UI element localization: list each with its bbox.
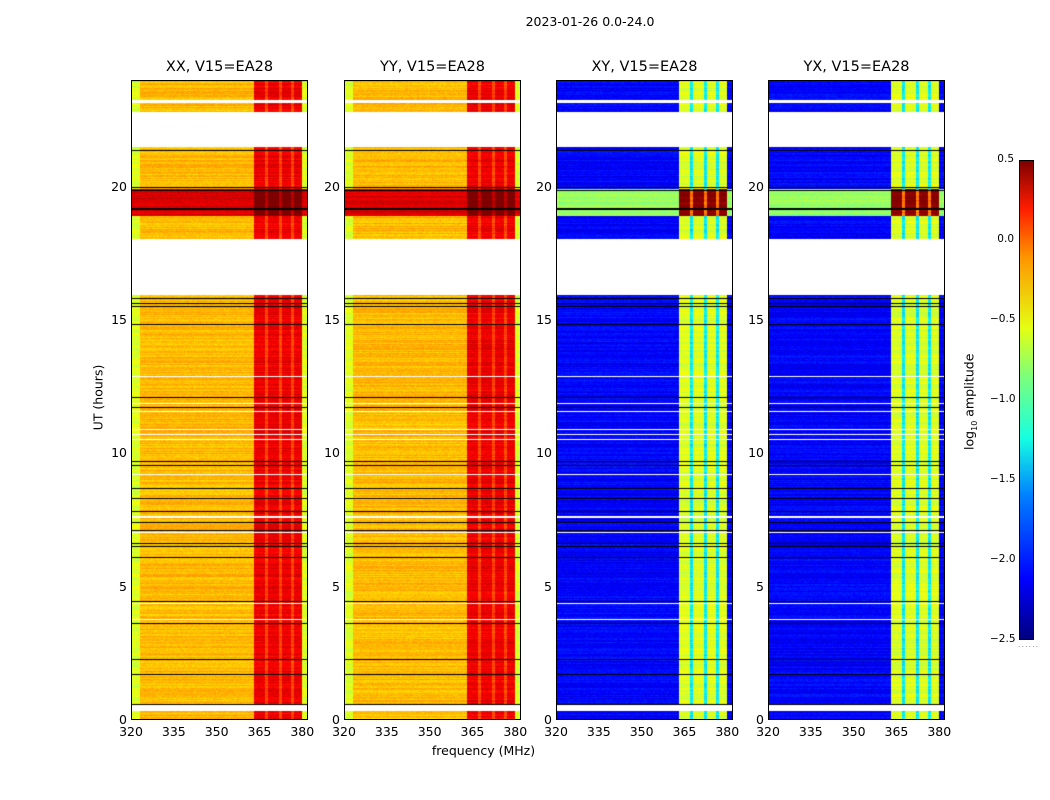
heatmap-canvas	[768, 80, 945, 720]
y-tick-label: 20	[536, 178, 552, 194]
figure-title: 2023-01-26 0.0-24.0	[525, 14, 655, 29]
y-tick-label: 20	[324, 178, 340, 194]
x-tick-label: 320	[332, 724, 356, 739]
y-tick-label: 10	[324, 445, 340, 461]
panel-title-xx: XX, V15=EA28	[165, 59, 274, 75]
y-tick-label: 15	[536, 312, 552, 327]
y-tick-label: 10	[111, 445, 127, 461]
y-axis-label: UT (hours)	[90, 364, 106, 431]
y-tick-label: 15	[111, 312, 127, 327]
panel-title-yy: YY, V15=EA28	[380, 59, 485, 75]
heatmap-panel-yx	[768, 80, 945, 720]
x-tick-label: 380	[715, 724, 740, 739]
x-tick-label: 350	[841, 724, 866, 739]
panel-title-xy: XY, V15=EA28	[591, 59, 698, 75]
x-tick-label: 320	[544, 724, 568, 739]
colorbar-tick-label: 0.5	[997, 153, 1014, 165]
x-tick-label: 350	[417, 724, 442, 739]
x-tick-label: 320	[119, 724, 143, 739]
y-tick-label: 10	[748, 445, 764, 461]
x-axis-label: frequency (MHz)	[431, 743, 536, 758]
colorbar	[1019, 160, 1034, 640]
x-tick-label: 365	[884, 724, 909, 739]
colorbar-tick-label: −1.0	[990, 393, 1016, 405]
x-tick-label: 365	[672, 724, 697, 739]
x-tick-label: 365	[460, 724, 485, 739]
heatmap-canvas	[131, 80, 308, 720]
x-tick-label: 320	[756, 724, 780, 739]
heatmap-panel-yy	[344, 80, 521, 720]
y-tick-label: 0	[756, 712, 764, 727]
y-tick-label: 0	[544, 712, 552, 727]
y-tick-label: 20	[111, 178, 127, 194]
y-tick-label: 5	[332, 578, 340, 594]
x-tick-label: 335	[586, 724, 611, 739]
y-tick-label: 10	[536, 445, 552, 461]
y-tick-label: 15	[324, 312, 340, 327]
y-tick-label: 5	[544, 578, 552, 594]
heatmap-canvas	[344, 80, 521, 720]
x-tick-label: 335	[161, 724, 186, 739]
colorbar-tick-label: −1.5	[990, 473, 1016, 485]
panel-title-yx: YX, V15=EA28	[803, 59, 910, 75]
colorbar-tick-label: −2.5	[990, 633, 1016, 645]
colorbar-label: log10 amplitude	[961, 353, 979, 450]
y-tick-label: 0	[119, 712, 127, 727]
x-tick-label: 335	[374, 724, 399, 739]
colorbar-tick-label: −0.5	[990, 313, 1016, 325]
y-tick-label: 0	[332, 712, 340, 727]
x-tick-label: 380	[927, 724, 952, 739]
colorbar-tick-label: −2.0	[990, 553, 1016, 565]
colorbar-tick-label: 0.0	[997, 233, 1014, 245]
x-tick-label: 335	[798, 724, 823, 739]
x-tick-label: 380	[290, 724, 315, 739]
heatmap-panel-xx	[131, 80, 308, 720]
y-tick-label: 20	[748, 178, 764, 194]
x-tick-label: 350	[629, 724, 654, 739]
colorbar-extension: ......	[1018, 640, 1040, 649]
heatmap-panel-xy	[556, 80, 733, 720]
y-tick-label: 5	[756, 578, 764, 594]
x-tick-label: 350	[204, 724, 229, 739]
y-tick-label: 15	[748, 312, 764, 327]
heatmap-canvas	[556, 80, 733, 720]
x-tick-label: 380	[503, 724, 528, 739]
x-tick-label: 365	[247, 724, 272, 739]
y-tick-label: 5	[119, 578, 127, 594]
